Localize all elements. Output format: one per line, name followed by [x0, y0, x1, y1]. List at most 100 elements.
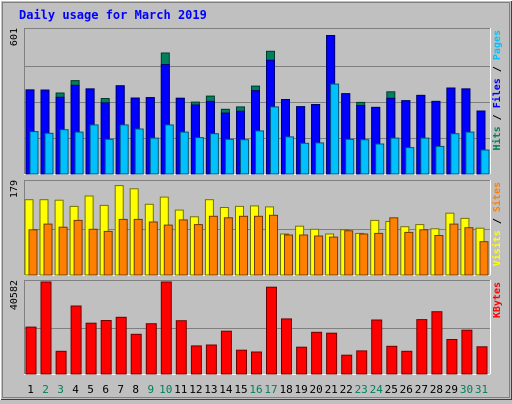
- bar-kbytes-day-16: [251, 351, 262, 375]
- bar-pages-day-1: [29, 131, 39, 175]
- bar-pages-day-4: [74, 131, 84, 175]
- legend-part-4: Pages: [492, 30, 503, 60]
- bar-pages-day-3: [59, 129, 69, 175]
- bar-sites-day-29: [449, 223, 459, 276]
- x-label-day-4: 4: [72, 383, 79, 396]
- bar-kbytes-day-20: [311, 331, 323, 375]
- x-label-day-14: 14: [219, 383, 233, 396]
- bar-pages-day-23: [360, 139, 370, 175]
- legend-part-0: Visits: [491, 230, 503, 266]
- bar-pages-day-19: [300, 142, 310, 175]
- bar-sites-day-25: [389, 217, 399, 276]
- bar-pages-day-28: [435, 145, 445, 175]
- x-label-day-3: 3: [57, 383, 64, 396]
- bar-kbytes-day-15: [236, 349, 247, 375]
- x-label-day-20: 20: [309, 383, 322, 396]
- bar-pages-day-25: [390, 137, 400, 175]
- legend-part-1: /: [492, 212, 503, 230]
- x-axis-labels: 1 2 3 4 5 6 7 8 9 10 11 12 13 14 15 16 17 18 19 20 21 22 23 24 2…: [27, 383, 488, 396]
- bar-kbytes-day-14: [220, 330, 232, 375]
- bar-pages-day-9: [149, 137, 159, 175]
- bar-pages-day-22: [345, 138, 355, 175]
- bar-kbytes-day-1: [25, 326, 37, 375]
- bar-sites-day-5: [88, 228, 98, 276]
- bar-pages-day-20: [315, 142, 325, 175]
- bar-kbytes-day-17: [266, 286, 277, 375]
- legend-hits-files-pages: Hits / Files / Pages: [491, 30, 503, 150]
- bar-kbytes-day-2: [40, 281, 52, 375]
- bar-pages-day-17: [270, 106, 279, 175]
- series-pages: [29, 83, 490, 175]
- bar-sites-day-22: [344, 230, 354, 276]
- bar-kbytes-day-21: [326, 332, 338, 375]
- bar-kbytes-day-8: [130, 333, 142, 375]
- x-label-day-7: 7: [117, 383, 124, 396]
- bar-pages-day-14: [224, 138, 234, 175]
- frame-outer-dark: [2, 2, 510, 398]
- bar-pages-day-31: [480, 149, 490, 175]
- bar-kbytes-day-4: [70, 305, 82, 375]
- x-label-day-30: 30: [460, 383, 473, 396]
- panel-visits-sites: 179 Visits / Sites: [9, 180, 503, 276]
- bar-sites-day-11: [178, 219, 188, 276]
- bar-kbytes-day-19: [296, 346, 308, 375]
- bar-pages-day-30: [465, 131, 475, 175]
- bar-kbytes-day-23: [356, 350, 368, 375]
- bar-kbytes-day-24: [371, 319, 383, 375]
- bar-pages-day-10: [164, 124, 174, 175]
- bar-pages-day-2: [44, 132, 54, 175]
- bar-pages-day-27: [420, 137, 430, 175]
- bar-kbytes-day-10: [160, 281, 172, 375]
- bar-kbytes-day-27: [416, 319, 428, 375]
- legend-part-1: /: [492, 108, 503, 126]
- bar-pages-day-26: [405, 147, 415, 175]
- bar-sites-day-27: [419, 229, 429, 276]
- axis-max-label: 179: [9, 180, 20, 198]
- bar-kbytes-day-6: [100, 320, 112, 375]
- x-label-day-25: 25: [385, 383, 398, 396]
- x-label-day-1: 1: [27, 383, 34, 396]
- legend-part-2: Sites: [491, 182, 503, 212]
- bar-sites-day-24: [374, 232, 384, 276]
- bar-kbytes-day-9: [145, 323, 157, 375]
- bar-kbytes-day-7: [115, 316, 127, 375]
- bar-pages-day-13: [209, 133, 219, 175]
- bar-sites-day-15: [239, 215, 248, 276]
- x-label-day-6: 6: [102, 383, 109, 396]
- x-label-day-15: 15: [234, 383, 247, 396]
- series-sites: [28, 214, 489, 276]
- panel-kbytes: 40582 KBytes: [9, 280, 503, 375]
- bar-sites-day-18: [284, 234, 293, 276]
- legend-kbytes: KBytes: [492, 282, 503, 318]
- bar-pages-day-24: [375, 143, 385, 175]
- bar-sites-day-1: [28, 229, 38, 276]
- x-label-day-26: 26: [400, 383, 413, 396]
- legend-part-0: KBytes: [492, 282, 503, 318]
- bar-kbytes-day-30: [461, 329, 473, 375]
- chart-title: Daily usage for March 2019: [19, 8, 207, 22]
- bar-sites-day-3: [58, 226, 68, 276]
- bar-sites-day-12: [193, 224, 203, 276]
- bar-sites-day-14: [223, 217, 233, 276]
- x-label-day-10: 10: [159, 383, 172, 396]
- bar-sites-day-23: [359, 233, 369, 276]
- x-label-day-23: 23: [355, 383, 368, 396]
- bar-kbytes-day-13: [205, 344, 217, 375]
- bar-pages-day-11: [179, 131, 189, 175]
- x-label-day-18: 18: [279, 383, 292, 396]
- bar-kbytes-day-3: [55, 350, 67, 375]
- x-label-day-12: 12: [189, 383, 202, 396]
- x-label-day-2: 2: [42, 383, 49, 396]
- bar-sites-day-17: [269, 214, 278, 276]
- bar-sites-day-6: [103, 230, 113, 276]
- bar-sites-day-10: [163, 224, 173, 276]
- bar-kbytes-day-12: [190, 345, 202, 375]
- axis-max-label: 40582: [9, 280, 20, 310]
- bar-sites-day-13: [208, 215, 218, 276]
- x-label-day-24: 24: [370, 383, 384, 396]
- bar-sites-day-31: [479, 241, 489, 276]
- legend-visits-sites: Visits / Sites: [491, 182, 503, 266]
- x-label-day-22: 22: [340, 383, 353, 396]
- bar-sites-day-7: [118, 218, 128, 276]
